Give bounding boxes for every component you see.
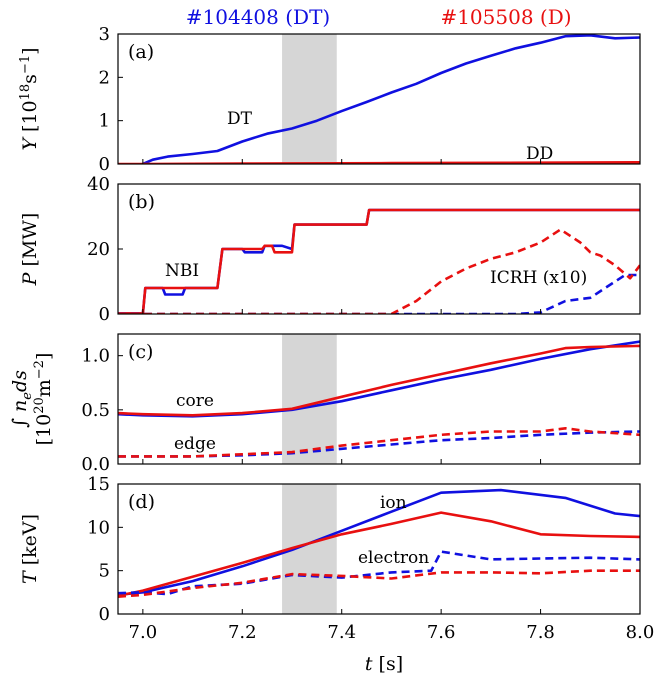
annotation-core: core <box>176 391 214 411</box>
y-tick-label: 10 <box>87 517 110 538</box>
series-line-electron-d <box>118 569 640 598</box>
panel-b: 0 20 40 (b) NBI ICRH (x10) <box>87 174 641 325</box>
y-tick-label: 0.0 <box>81 454 110 475</box>
panel-a: 0 1 2 3 (a) DT DD <box>99 24 641 175</box>
shaded-interval <box>282 34 337 164</box>
annotation-nbi: NBI <box>165 261 199 281</box>
y-tick-label: 1 <box>99 111 110 132</box>
x-axis-label: t [s] <box>365 653 403 675</box>
x-tick-label: 7.0 <box>129 622 158 643</box>
series-line-dt <box>142 34 640 164</box>
y-tick-label: 2 <box>99 67 110 88</box>
annotation-electron: electron <box>358 548 429 568</box>
panel-letter: (c) <box>128 341 153 363</box>
series-line-core-d <box>118 344 640 417</box>
y-axis-label-c-line2: [1020m−2] <box>32 353 55 446</box>
series-line-edge-d <box>118 427 640 458</box>
series-line-dd <box>118 161 640 164</box>
panel-letter: (b) <box>128 191 155 213</box>
y-tick-label: 20 <box>87 239 110 260</box>
axes-frame <box>117 333 641 465</box>
panel-letter: (d) <box>128 491 155 513</box>
annotation-edge: edge <box>174 434 216 454</box>
y-tick-label: 0 <box>99 604 110 625</box>
series-line-icrh-dt <box>118 273 640 314</box>
annotation-ion: ion <box>380 493 407 513</box>
panel-c: 0.0 0.5 1.0 (c) core edge <box>81 333 641 475</box>
y-tick-label: 40 <box>87 174 110 195</box>
panel-letter: (a) <box>128 41 154 63</box>
annotation-dd: DD <box>526 144 553 164</box>
y-tick-label: 0 <box>99 304 110 325</box>
y-axis-label-b: P [MW] <box>19 213 41 287</box>
series-line-nbi-d <box>118 208 640 314</box>
svg-text:t [s]: t [s] <box>365 653 403 675</box>
title-d: #105508 (D) <box>440 5 571 29</box>
x-tick-label: 7.2 <box>228 622 257 643</box>
y-tick-label: 0 <box>99 154 110 175</box>
y-tick-label: 1.0 <box>81 346 110 367</box>
y-tick-label: 5 <box>99 561 110 582</box>
axes-frame <box>117 183 641 315</box>
y-tick-label: 15 <box>87 474 110 495</box>
series-line-ion-d <box>118 511 640 598</box>
panels: 0 1 2 3 (a) DT DD 0 20 40 (b) NBI ICRH (x10) 0.0 0.5 1.… <box>9 24 654 643</box>
series-line-ion-dt <box>118 488 640 597</box>
panel-d: 0 5 10 15 7.0 7.2 7.4 7.6 7.8 8.0 (d) ion electron <box>87 474 654 643</box>
y-tick-label: 0.5 <box>81 400 110 421</box>
series-line-electron-dt <box>118 550 640 596</box>
annotation-icrh: ICRH (x10) <box>490 268 587 288</box>
y-axis-label-c-line1: ∫ neds <box>9 370 35 428</box>
y-tick-label: 3 <box>99 24 110 45</box>
x-tick-label: 7.8 <box>526 622 555 643</box>
x-tick-label: 8.0 <box>626 622 655 643</box>
x-tick-label: 7.6 <box>427 622 456 643</box>
x-tick-label: 7.4 <box>327 622 356 643</box>
annotation-dt: DT <box>227 109 253 129</box>
y-axis-label-a: Y [1018s−1] <box>18 47 41 150</box>
title-dt: #104408 (DT) <box>186 5 330 29</box>
series-line-icrh-d <box>118 228 640 314</box>
y-axis-label-d: T [keV] <box>19 514 41 584</box>
axes-frame <box>117 483 641 615</box>
axes-frame <box>117 33 641 165</box>
